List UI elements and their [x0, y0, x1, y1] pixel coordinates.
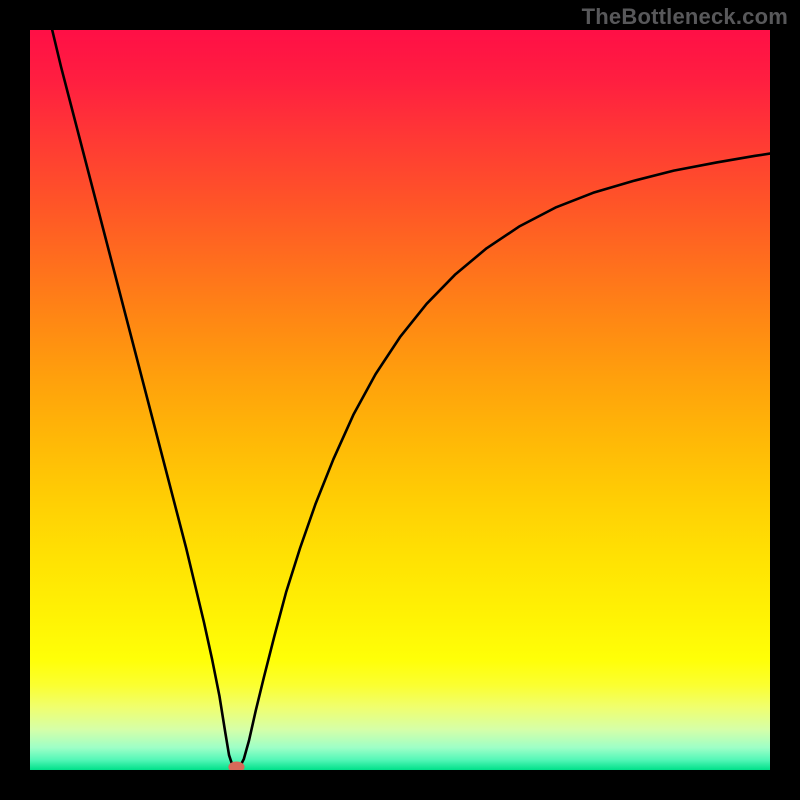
chart-canvas: TheBottleneck.com [0, 0, 800, 800]
plot-svg [30, 30, 770, 770]
plot-area [30, 30, 770, 770]
watermark-text: TheBottleneck.com [582, 4, 788, 30]
plot-background [30, 30, 770, 770]
